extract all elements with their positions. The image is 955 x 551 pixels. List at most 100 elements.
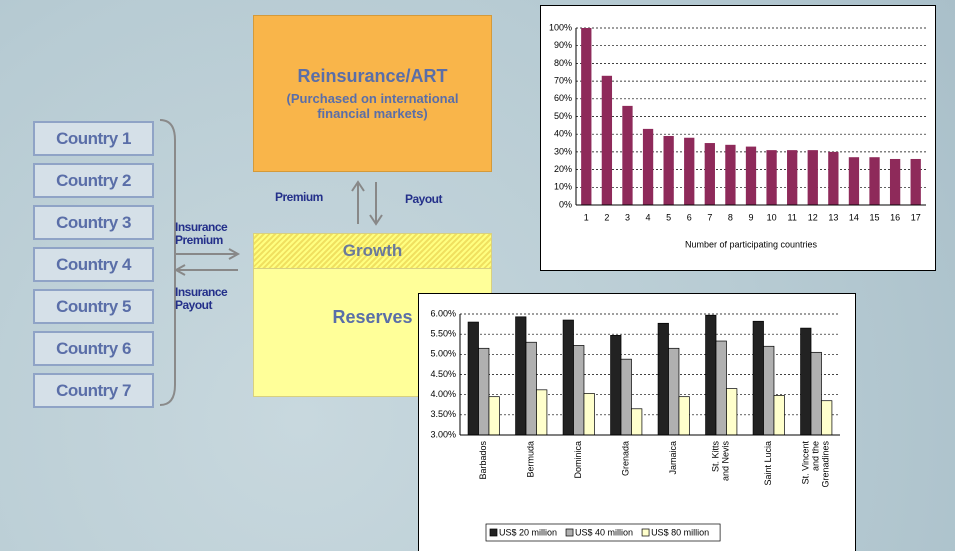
- bar: [684, 137, 695, 205]
- x-tick-label: 2: [604, 212, 609, 222]
- bar: [610, 335, 622, 436]
- country-box: Country 4: [33, 247, 154, 282]
- premium-label: Premium: [275, 190, 323, 204]
- bar: [745, 146, 757, 205]
- bar: [848, 157, 860, 205]
- bar: [573, 345, 585, 436]
- x-tick-label: 16: [890, 212, 900, 222]
- reinsurance-subtitle: (Purchased on international financial ma…: [286, 91, 459, 121]
- bar: [562, 319, 574, 436]
- x-tick-label: 1: [584, 212, 589, 222]
- bar: [889, 158, 901, 205]
- bar: [752, 320, 764, 436]
- legend-label: US$ 40 million: [575, 527, 633, 537]
- bar: [828, 151, 839, 205]
- x-tick-label: Jamaica: [668, 441, 678, 475]
- x-tick-label: Grenada: [621, 441, 631, 476]
- legend-swatch: [489, 528, 498, 537]
- bar: [678, 396, 690, 436]
- legend-swatch: [641, 528, 650, 537]
- chart-rates: 3.00% 3.50% 4.00% 4.50% 5.00% 5.50% 6.00% Barba…: [418, 293, 856, 551]
- bar: [478, 347, 490, 436]
- x-tick-label: 9: [748, 212, 753, 222]
- bar: [620, 358, 632, 436]
- bar: [642, 128, 654, 205]
- arrows-horizontal: [173, 248, 241, 276]
- reinsurance-title: Reinsurance/ART: [297, 66, 448, 86]
- bar: [668, 347, 680, 436]
- bar: [583, 393, 595, 436]
- y-tick-label: 3.50%: [430, 409, 456, 419]
- y-tick-label: 5.00%: [430, 349, 456, 359]
- bar: [663, 135, 674, 205]
- payout-label: Payout: [405, 192, 443, 206]
- x-tick-label: St. Vincentand theGrenadines: [801, 441, 831, 488]
- y-tick-label: 4.50%: [430, 369, 456, 379]
- bar: [657, 322, 669, 436]
- bar: [715, 340, 727, 436]
- x-tick-label: Bermuda: [526, 441, 536, 478]
- x-tick-label: 13: [828, 212, 838, 222]
- x-tick-label: 10: [767, 212, 777, 222]
- bar: [601, 75, 613, 205]
- chart-participation: 0%10%20%30%40%50%60%70%80%90%100%1 2 3 4 5 6 7…: [540, 5, 936, 271]
- bar: [766, 150, 777, 205]
- bar: [726, 388, 738, 436]
- bar: [807, 150, 818, 205]
- bar: [800, 327, 812, 436]
- country-box: Country 3: [33, 205, 154, 240]
- legend-box: [485, 523, 721, 542]
- bar: [705, 314, 717, 436]
- x-tick-label: 12: [808, 212, 818, 222]
- chart-panel: [540, 5, 936, 271]
- bar: [763, 345, 775, 436]
- reinsurance-box: Reinsurance/ART (Purchased on internatio…: [253, 15, 492, 172]
- y-tick-label: 4.00%: [430, 389, 456, 399]
- bar: [631, 408, 643, 436]
- y-tick-label: 90%: [554, 40, 572, 50]
- legend-label: US$ 80 million: [651, 527, 709, 537]
- x-tick-label: 6: [687, 212, 692, 222]
- bar: [467, 321, 479, 436]
- bar: [787, 150, 798, 205]
- y-tick-label: 0%: [559, 199, 572, 209]
- bracket: [159, 119, 176, 406]
- y-tick-label: 20%: [554, 164, 572, 174]
- bar: [773, 395, 785, 436]
- bar: [704, 143, 715, 205]
- y-tick-label: 60%: [554, 93, 572, 103]
- y-tick-label: 100%: [549, 22, 572, 32]
- y-tick-label: 80%: [554, 58, 572, 68]
- x-tick-label: St. Kittsand Nevis: [711, 441, 731, 482]
- bar: [622, 105, 633, 205]
- country-box: Country 1: [33, 121, 154, 156]
- x-tick-label: 8: [728, 212, 733, 222]
- y-tick-label: 50%: [554, 111, 572, 121]
- reserves-label: Reserves: [332, 307, 413, 327]
- country-box: Country 5: [33, 289, 154, 324]
- bar: [515, 316, 527, 436]
- x-tick-label: 14: [849, 212, 859, 222]
- y-tick-label: 3.00%: [430, 429, 456, 439]
- x-tick-label: Dominica: [573, 441, 583, 479]
- x-tick-label: Saint Lucia: [763, 441, 773, 486]
- bar: [536, 389, 548, 436]
- legend-swatch: [565, 528, 574, 537]
- country-box: Country 2: [33, 163, 154, 198]
- arrows-vertical: [351, 180, 383, 226]
- growth-box: Growth: [253, 233, 492, 269]
- bar: [821, 400, 833, 436]
- insurance-premium-label: Insurance Premium: [175, 220, 228, 247]
- x-axis-label: Number of participating countries: [685, 239, 818, 249]
- x-tick-label: Barbados: [478, 441, 488, 480]
- bar: [869, 157, 880, 205]
- bar: [725, 144, 736, 205]
- bar: [525, 341, 537, 436]
- y-tick-label: 6.00%: [430, 308, 456, 318]
- x-tick-label: 11: [788, 212, 797, 222]
- y-tick-label: 10%: [554, 182, 572, 192]
- x-tick-label: 7: [707, 212, 712, 222]
- x-tick-label: 3: [625, 212, 630, 222]
- bar: [810, 351, 822, 436]
